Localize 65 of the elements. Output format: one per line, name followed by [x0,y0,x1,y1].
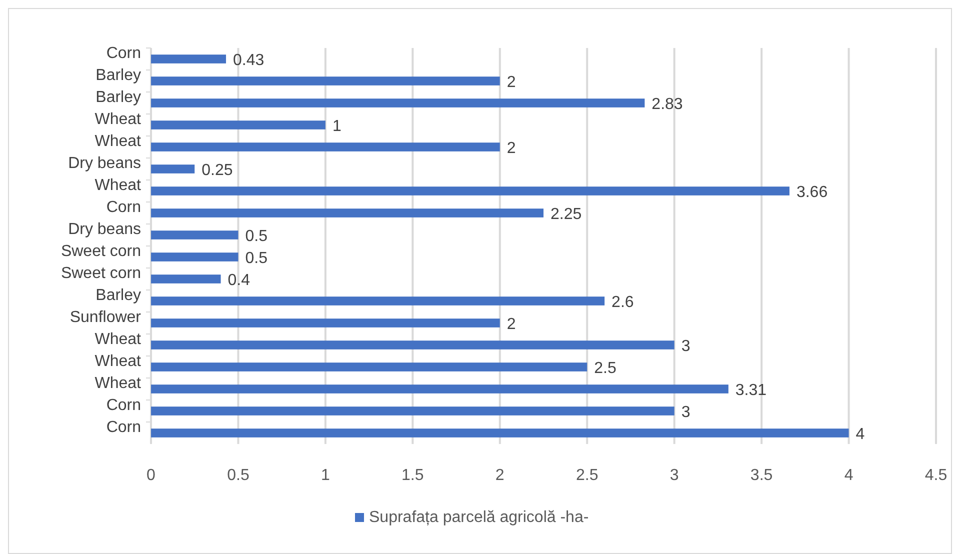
bar [151,230,238,240]
y-tick-label: Barley [96,67,141,84]
data-label: 2.83 [652,96,683,113]
y-tick-label: Wheat [94,111,142,128]
y-tick-label: Corn [106,45,141,62]
data-label: 2.25 [550,206,582,223]
data-label: 3 [681,338,690,355]
bar [151,252,238,262]
y-tick-label: Barley [96,89,141,106]
bar [151,340,674,350]
y-tick-label: Wheat [94,133,142,150]
x-tick-label: 2.5 [576,467,598,484]
y-tick-label: Dry beans [68,221,141,238]
x-tick-label: 1 [320,467,330,484]
y-tick-label: Sweet corn [60,265,141,282]
x-tick-label: 4.5 [924,467,948,484]
y-tick-label: Corn [106,419,141,436]
data-label: 2.6 [612,294,634,311]
data-label: 2 [506,140,516,157]
data-label: 0.4 [228,272,250,289]
bar [151,384,728,394]
legend-label: Suprafața parcelă agricolă -ha- [369,509,589,526]
bar [151,428,849,438]
y-tick-label: Wheat [94,375,142,392]
bar [151,98,645,108]
data-label: 2 [506,316,516,333]
x-tick-label: 3.5 [750,467,773,484]
data-label: 0.5 [245,250,268,267]
bar [151,76,500,86]
data-label: 4 [856,426,865,443]
data-label: 0.43 [233,52,264,69]
x-tick-label: 3 [670,467,679,484]
y-tick-label: Sunflower [70,309,142,326]
bar [151,54,226,64]
bar [151,142,500,152]
data-label: 3.31 [735,382,767,399]
data-label: 2 [506,74,516,91]
data-label: 3.66 [796,184,828,201]
bar [151,362,588,372]
y-tick-label: Dry beans [68,155,141,172]
y-tick-label: Wheat [94,177,142,194]
x-tick-label: 2 [495,467,504,484]
x-tick-label: 0.5 [227,467,250,484]
bar [151,406,674,416]
x-tick-label: 0 [146,467,156,484]
data-label: 3 [681,404,690,421]
bar [151,274,221,284]
data-label: 2.5 [594,360,616,377]
y-tick-label: Wheat [94,353,142,370]
data-label: 0.25 [202,162,233,179]
bar [151,208,544,218]
y-tick-label: Wheat [94,331,142,348]
y-tick-label: Corn [106,199,141,216]
data-label: 1 [332,118,342,135]
bar [151,318,500,328]
bar [151,120,326,130]
y-tick-label: Sweet corn [60,243,141,260]
y-tick-label: Barley [96,287,141,304]
x-tick-label: 1.5 [402,467,424,484]
bar [151,186,790,196]
bar [151,296,605,306]
bar [151,164,195,174]
x-tick-label: 4 [844,467,854,484]
data-label: 0.5 [245,228,268,245]
y-tick-label: Corn [106,397,141,414]
